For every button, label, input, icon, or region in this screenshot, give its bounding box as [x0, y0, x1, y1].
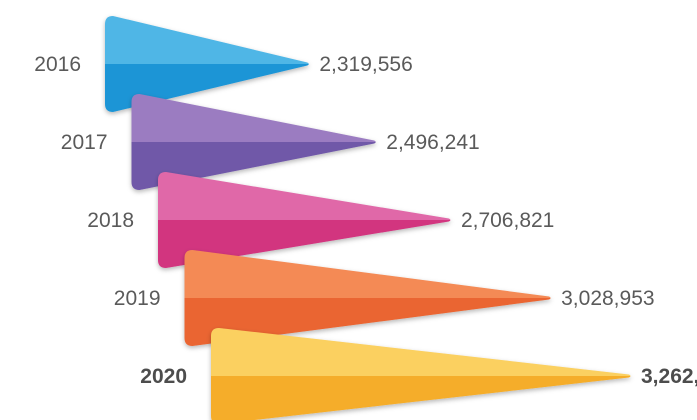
value-label-2017: 2,496,241	[386, 131, 479, 154]
bar-2017	[131, 94, 376, 190]
category-label-2018: 2018	[87, 209, 134, 232]
category-label-2020: 2020	[140, 365, 187, 388]
bar-2020	[211, 328, 631, 420]
value-label-2016: 2,319,556	[319, 53, 412, 76]
value-label-2020: 3,262,228	[641, 365, 697, 388]
bar-2019	[184, 250, 551, 346]
value-label-2018: 2,706,821	[461, 209, 554, 232]
category-label-2016: 2016	[34, 53, 81, 76]
value-label-2019: 3,028,953	[561, 287, 654, 310]
bar-2016	[105, 16, 309, 112]
bars-layer	[105, 16, 631, 420]
category-label-2017: 2017	[61, 131, 108, 154]
labels-layer: 2016 2,319,556 2017 2,496,241 2018 2,706,821 2…	[34, 53, 697, 388]
bar-2018	[158, 172, 451, 268]
category-label-2019: 2019	[114, 287, 161, 310]
